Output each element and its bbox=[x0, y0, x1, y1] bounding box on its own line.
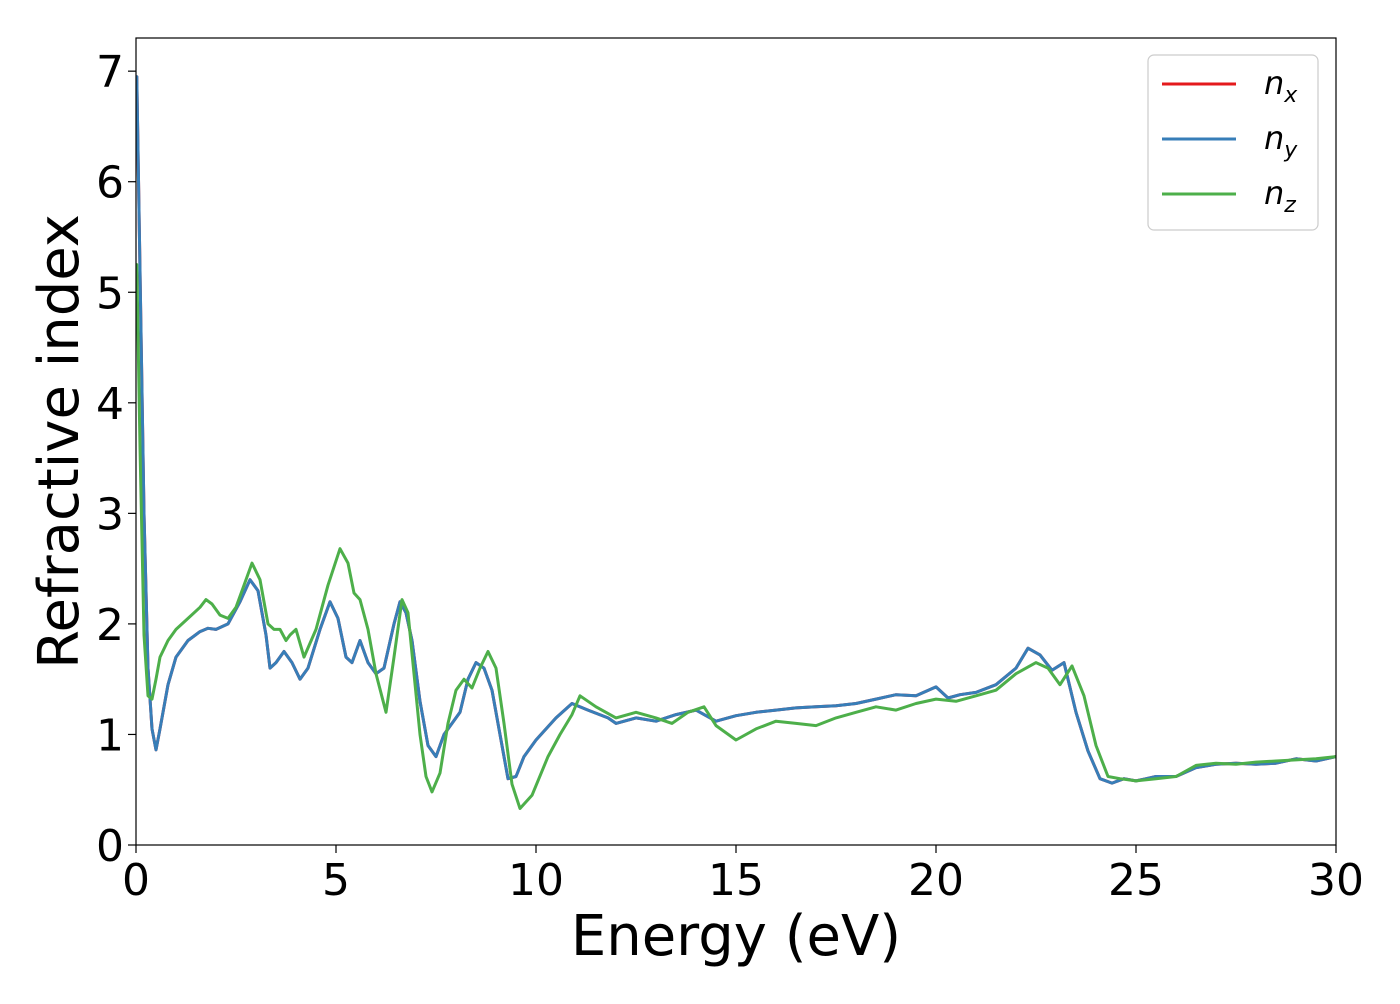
y-tick-label: 3 bbox=[96, 489, 124, 540]
x-tick-label: 20 bbox=[908, 855, 964, 906]
legend-label-subscript: y bbox=[1283, 138, 1298, 163]
x-tick-label: 10 bbox=[508, 855, 564, 906]
y-tick-label: 6 bbox=[96, 158, 124, 209]
y-axis-ticks: 0 1 2 3 4 5 6 7 bbox=[96, 47, 136, 872]
legend-label-ny: ny bbox=[1264, 119, 1298, 163]
x-tick-label: 5 bbox=[322, 855, 350, 906]
x-tick-label: 30 bbox=[1308, 855, 1364, 906]
legend-label-base: n bbox=[1264, 174, 1284, 212]
y-tick-label: 2 bbox=[96, 600, 124, 651]
x-tick-label: 25 bbox=[1108, 855, 1164, 906]
y-tick-label: 4 bbox=[96, 379, 124, 430]
legend-label-nx: nx bbox=[1264, 64, 1298, 108]
series-line-n-z bbox=[136, 263, 1336, 810]
legend-label-base: n bbox=[1264, 64, 1284, 102]
legend-label-nz: nz bbox=[1264, 174, 1296, 218]
y-tick-label: 7 bbox=[96, 47, 124, 98]
y-axis-label: Refractive index bbox=[27, 214, 92, 669]
x-tick-label: 0 bbox=[122, 855, 150, 906]
x-axis-ticks: 0 5 10 15 20 25 30 bbox=[122, 845, 1364, 906]
legend-label-subscript: x bbox=[1283, 83, 1298, 108]
y-tick-label: 1 bbox=[96, 710, 124, 761]
series-layer bbox=[136, 75, 1336, 810]
y-tick-label: 0 bbox=[96, 821, 124, 872]
x-tick-label: 15 bbox=[708, 855, 764, 906]
y-tick-label: 5 bbox=[96, 268, 124, 319]
legend-box bbox=[1147, 54, 1319, 231]
legend-label-subscript: z bbox=[1283, 193, 1296, 218]
legend-label-base: n bbox=[1264, 119, 1284, 157]
x-axis-label: Energy (eV) bbox=[571, 904, 901, 969]
